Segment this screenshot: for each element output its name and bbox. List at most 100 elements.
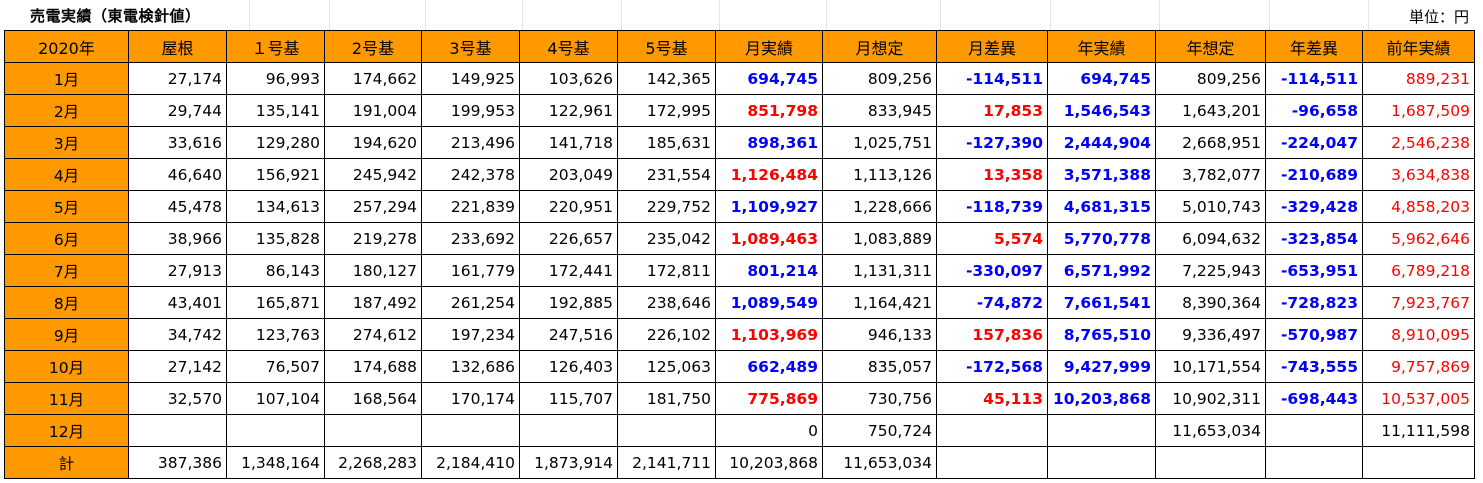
table-cell[interactable]: 10,902,311	[1155, 382, 1266, 415]
table-cell[interactable]: 1,103,969	[715, 318, 823, 351]
table-cell[interactable]: 161,779	[421, 254, 520, 287]
table-cell[interactable]: 775,869	[715, 382, 823, 415]
table-cell[interactable]: 4,858,203	[1362, 190, 1475, 223]
table-cell[interactable]: 1,083,889	[822, 222, 937, 255]
row-label-cell[interactable]: 10月	[4, 350, 129, 383]
header-cell[interactable]: 月差異	[936, 30, 1048, 63]
row-label-cell[interactable]: 12月	[4, 414, 129, 447]
table-cell[interactable]: 8,765,510	[1047, 318, 1156, 351]
table-cell[interactable]: 45,113	[936, 382, 1048, 415]
table-cell[interactable]	[1265, 414, 1363, 447]
table-cell[interactable]: 156,921	[226, 158, 325, 191]
table-cell[interactable]: 29,744	[128, 94, 227, 127]
table-cell[interactable]: 3,571,388	[1047, 158, 1156, 191]
table-cell[interactable]: 750,724	[822, 414, 937, 447]
table-cell[interactable]: 242,378	[421, 158, 520, 191]
header-cell[interactable]: 2号基	[324, 30, 422, 63]
row-label-cell[interactable]: 7月	[4, 254, 129, 287]
table-cell[interactable]: 9,427,999	[1047, 350, 1156, 383]
row-label-cell[interactable]: 2月	[4, 94, 129, 127]
table-cell[interactable]: 0	[715, 414, 823, 447]
table-cell[interactable]: 6,571,992	[1047, 254, 1156, 287]
table-cell[interactable]: 233,692	[421, 222, 520, 255]
table-cell[interactable]: 809,256	[822, 62, 937, 95]
table-cell[interactable]	[617, 414, 716, 447]
table-cell[interactable]: 809,256	[1155, 62, 1266, 95]
table-cell[interactable]: 149,925	[421, 62, 520, 95]
table-cell[interactable]: 2,546,238	[1362, 126, 1475, 159]
table-cell[interactable]: 226,657	[519, 222, 618, 255]
row-label-cell[interactable]: 1月	[4, 62, 129, 95]
table-cell[interactable]: 1,643,201	[1155, 94, 1266, 127]
table-cell[interactable]: 213,496	[421, 126, 520, 159]
header-cell[interactable]: 年実績	[1047, 30, 1156, 63]
header-cell[interactable]: 年差異	[1265, 30, 1363, 63]
table-cell[interactable]: 1,126,484	[715, 158, 823, 191]
table-cell[interactable]: 245,942	[324, 158, 422, 191]
table-cell[interactable]: 219,278	[324, 222, 422, 255]
table-cell[interactable]: 5,574	[936, 222, 1048, 255]
table-cell[interactable]: -323,854	[1265, 222, 1363, 255]
table-cell[interactable]: 2,268,283	[324, 446, 422, 479]
table-cell[interactable]: 274,612	[324, 318, 422, 351]
table-cell[interactable]: 135,141	[226, 94, 325, 127]
table-cell[interactable]: 132,686	[421, 350, 520, 383]
table-cell[interactable]	[1047, 414, 1156, 447]
table-cell[interactable]: -224,047	[1265, 126, 1363, 159]
table-cell[interactable]: -743,555	[1265, 350, 1363, 383]
table-cell[interactable]: 1,873,914	[519, 446, 618, 479]
row-label-cell[interactable]: 8月	[4, 286, 129, 319]
table-cell[interactable]: 185,631	[617, 126, 716, 159]
table-cell[interactable]	[226, 414, 325, 447]
table-cell[interactable]: 1,131,311	[822, 254, 937, 287]
table-cell[interactable]: 220,951	[519, 190, 618, 223]
table-cell[interactable]: 1,546,543	[1047, 94, 1156, 127]
table-cell[interactable]: 76,507	[226, 350, 325, 383]
table-cell[interactable]: 238,646	[617, 286, 716, 319]
table-cell[interactable]	[936, 414, 1048, 447]
header-cell[interactable]: 4号基	[519, 30, 618, 63]
table-cell[interactable]: -570,987	[1265, 318, 1363, 351]
table-cell[interactable]: 1,113,126	[822, 158, 937, 191]
table-cell[interactable]: 1,687,509	[1362, 94, 1475, 127]
table-cell[interactable]: 2,184,410	[421, 446, 520, 479]
table-cell[interactable]: 126,403	[519, 350, 618, 383]
table-cell[interactable]: 889,231	[1362, 62, 1475, 95]
table-cell[interactable]: 10,203,868	[1047, 382, 1156, 415]
table-cell[interactable]: 851,798	[715, 94, 823, 127]
table-cell[interactable]: -118,739	[936, 190, 1048, 223]
table-cell[interactable]: 172,811	[617, 254, 716, 287]
table-cell[interactable]: 45,478	[128, 190, 227, 223]
table-cell[interactable]: 2,668,951	[1155, 126, 1266, 159]
table-cell[interactable]: 8,910,095	[1362, 318, 1475, 351]
table-cell[interactable]: 10,171,554	[1155, 350, 1266, 383]
table-cell[interactable]: 199,953	[421, 94, 520, 127]
header-cell[interactable]: 前年実績	[1362, 30, 1475, 63]
table-cell[interactable]	[324, 414, 422, 447]
table-cell[interactable]	[128, 414, 227, 447]
table-cell[interactable]: 11,653,034	[822, 446, 937, 479]
table-cell[interactable]: 1,164,421	[822, 286, 937, 319]
table-cell[interactable]: 191,004	[324, 94, 422, 127]
table-cell[interactable]	[936, 446, 1048, 479]
table-cell[interactable]: 662,489	[715, 350, 823, 383]
table-cell[interactable]: 46,640	[128, 158, 227, 191]
table-cell[interactable]: -330,097	[936, 254, 1048, 287]
table-cell[interactable]: 235,042	[617, 222, 716, 255]
row-label-cell[interactable]: 9月	[4, 318, 129, 351]
table-cell[interactable]: 833,945	[822, 94, 937, 127]
row-label-cell[interactable]: 計	[4, 446, 129, 479]
table-cell[interactable]: 142,365	[617, 62, 716, 95]
table-cell[interactable]: 3,782,077	[1155, 158, 1266, 191]
table-cell[interactable]	[421, 414, 520, 447]
table-cell[interactable]: 134,613	[226, 190, 325, 223]
table-cell[interactable]: 4,681,315	[1047, 190, 1156, 223]
table-cell[interactable]: 197,234	[421, 318, 520, 351]
table-cell[interactable]: 115,707	[519, 382, 618, 415]
table-cell[interactable]: 694,745	[1047, 62, 1156, 95]
table-cell[interactable]: 103,626	[519, 62, 618, 95]
row-label-cell[interactable]: 6月	[4, 222, 129, 255]
table-cell[interactable]: -653,951	[1265, 254, 1363, 287]
table-cell[interactable]: 194,620	[324, 126, 422, 159]
table-cell[interactable]: 231,554	[617, 158, 716, 191]
